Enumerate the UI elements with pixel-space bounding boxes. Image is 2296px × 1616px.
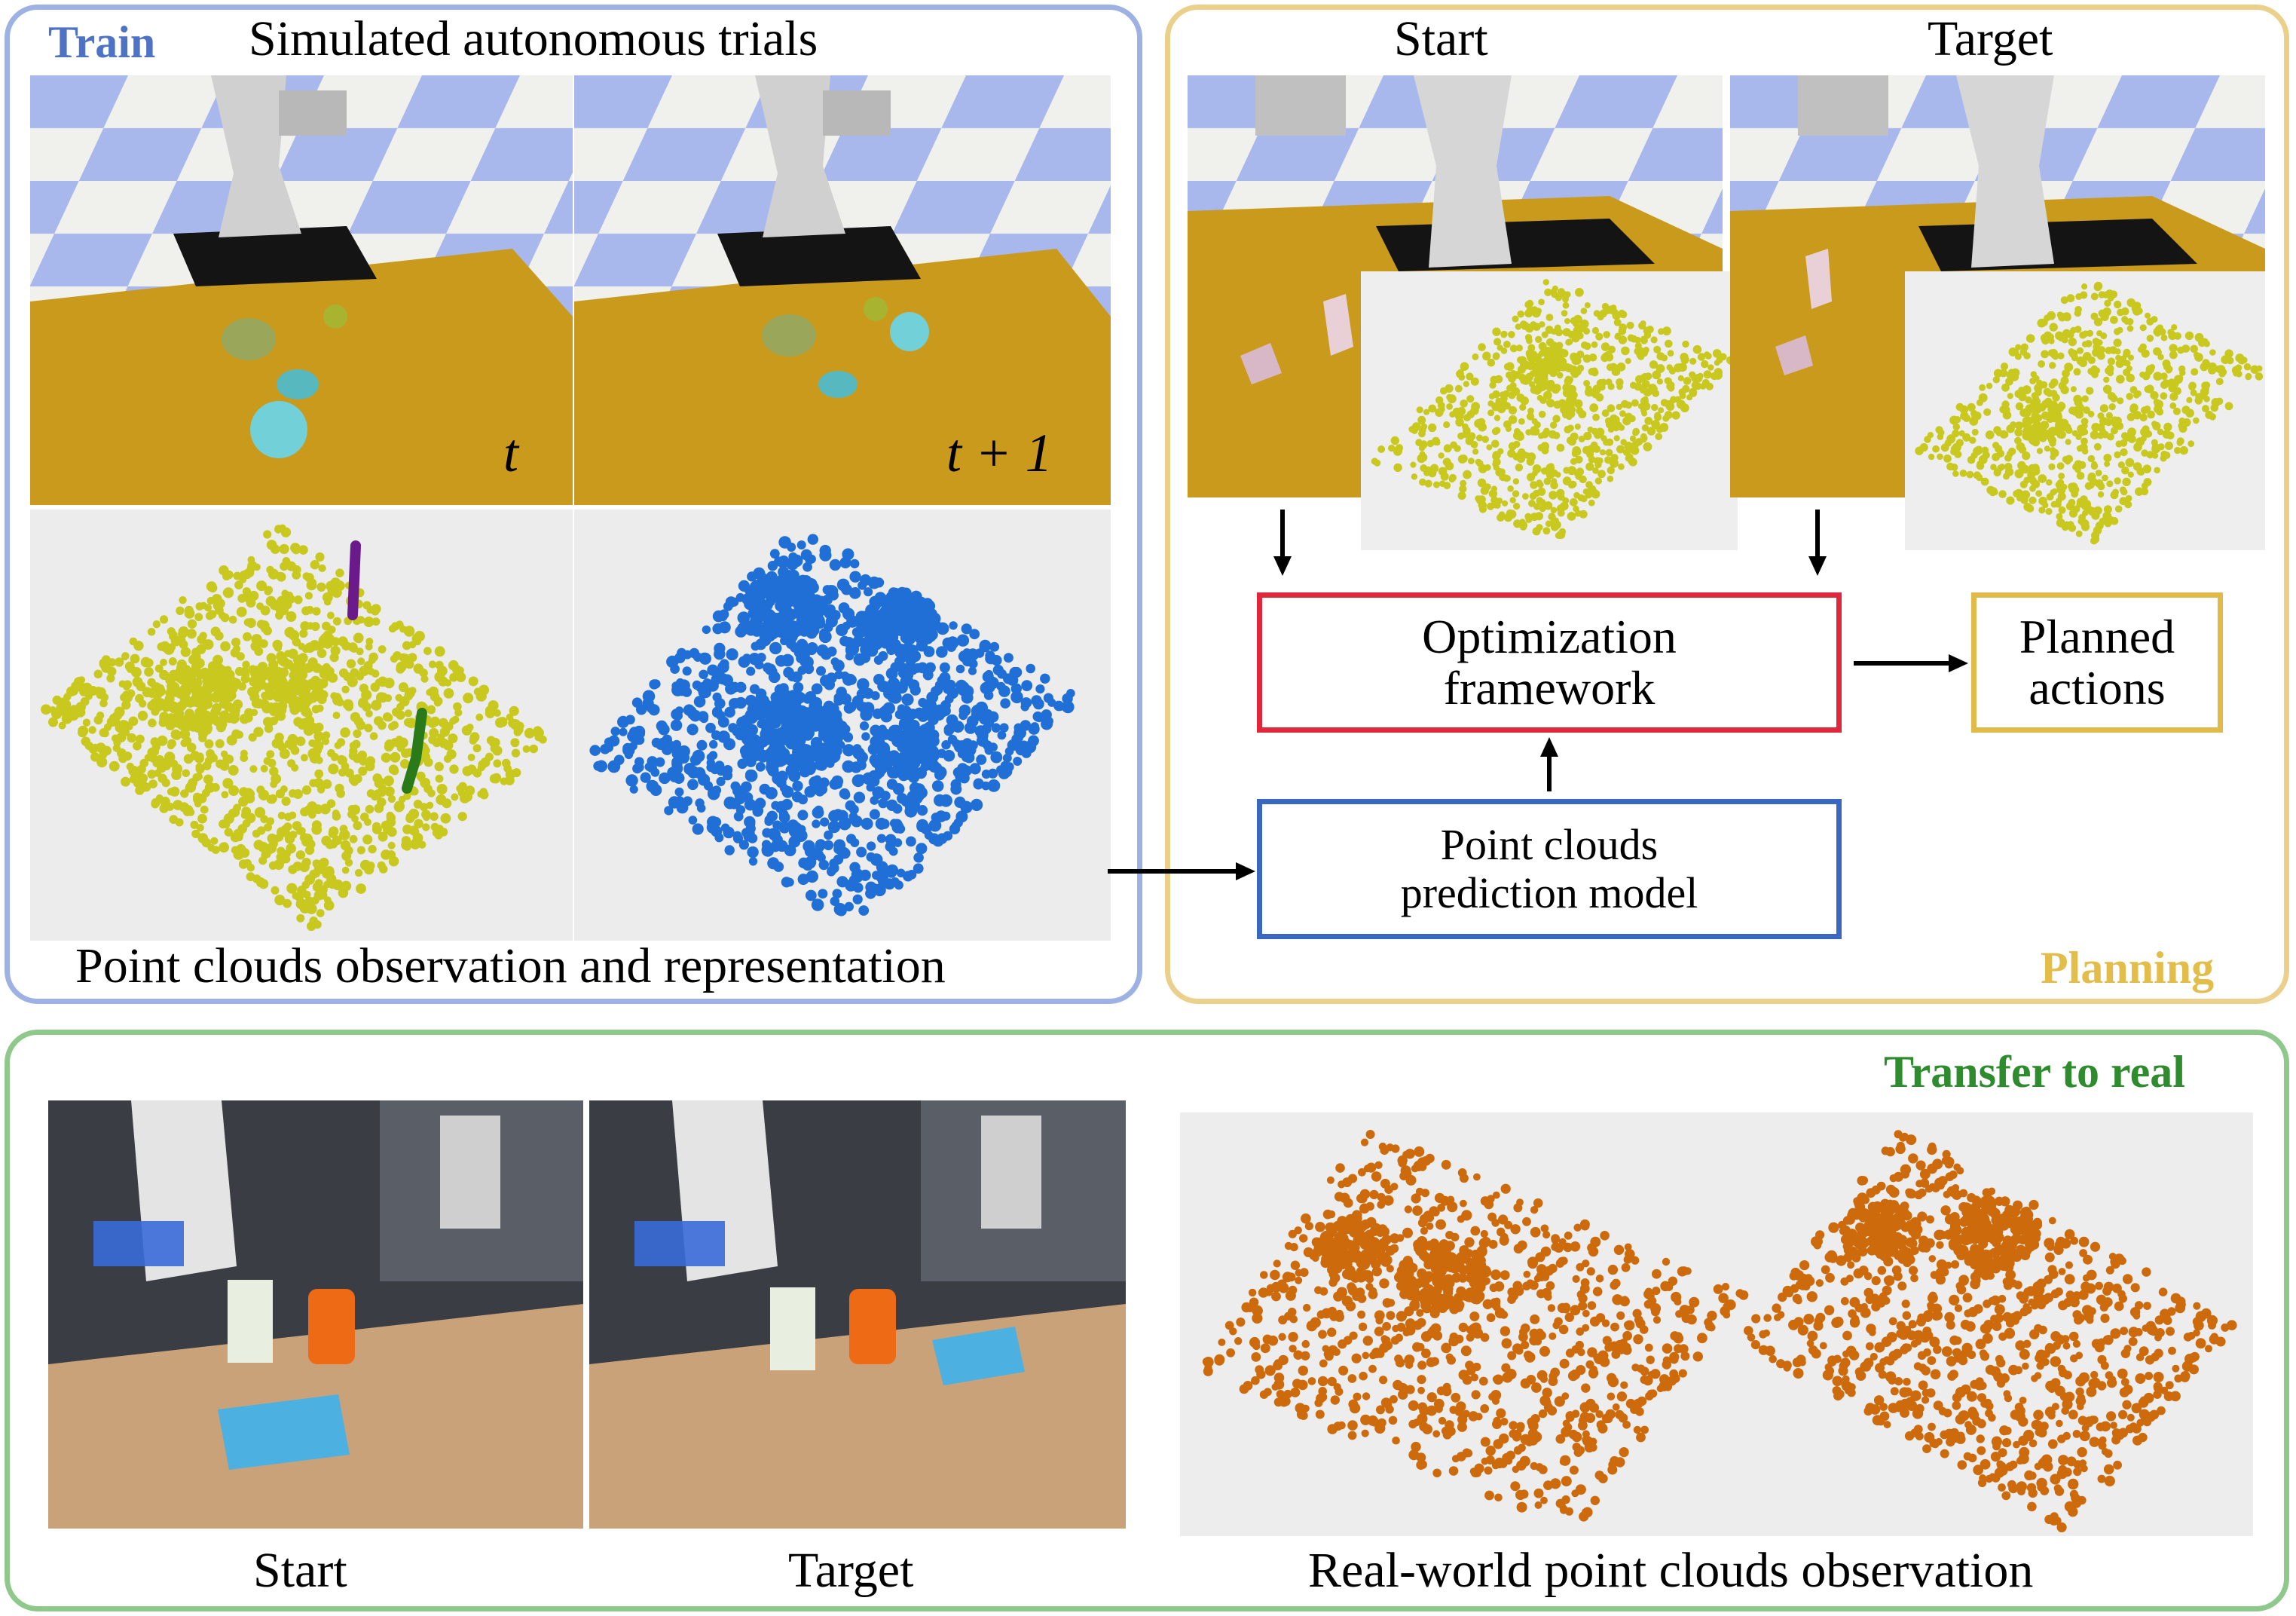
real-target-label: Target xyxy=(788,1543,914,1598)
start-down-arrow xyxy=(1273,510,1292,576)
planning-start-cloud xyxy=(1361,271,1738,550)
train-tag: Train xyxy=(48,17,156,67)
actions-line-1: Planned xyxy=(2019,610,2175,663)
real-caption: Real-world point clouds observation xyxy=(1308,1543,2034,1598)
sim-scene-t xyxy=(30,75,573,505)
real-start-label: Start xyxy=(253,1543,347,1598)
blue-point-cloud xyxy=(574,510,1111,941)
step-t-label: t xyxy=(503,423,519,483)
train-caption: Point clouds observation and representat… xyxy=(75,938,946,993)
prediction-line-1: Point clouds xyxy=(1440,820,1659,869)
optimization-line-2: framework xyxy=(1443,661,1656,715)
step-t1-label: t + 1 xyxy=(946,423,1053,483)
actions-line-2: actions xyxy=(2028,661,2166,715)
optimization-framework-box: Optimization framework xyxy=(1257,592,1842,733)
yellow-point-cloud xyxy=(30,510,573,941)
real-point-clouds xyxy=(1180,1113,2253,1536)
transfer-panel xyxy=(5,1030,2289,1611)
planning-panel xyxy=(1165,5,2289,1004)
train-heading: Simulated autonomous trials xyxy=(249,11,818,66)
to-actions-arrow xyxy=(1854,654,1968,672)
planning-tag: Planning xyxy=(2041,943,2215,993)
target-down-arrow xyxy=(1808,510,1827,576)
optimization-line-1: Optimization xyxy=(1422,610,1677,663)
prediction-line-2: prediction model xyxy=(1400,868,1698,917)
train-panel xyxy=(5,5,1142,1004)
model-up-arrow xyxy=(1540,737,1558,791)
transfer-tag: Transfer to real xyxy=(1884,1047,2185,1097)
sim-scene-t1 xyxy=(574,75,1111,505)
train-to-model-arrow xyxy=(1108,862,1255,880)
planning-start-label: Start xyxy=(1394,11,1488,66)
planning-target-cloud xyxy=(1905,271,2265,550)
prediction-model-box: Point clouds prediction model xyxy=(1257,799,1842,939)
planned-actions-box: Planned actions xyxy=(1971,592,2223,733)
real-start-photo xyxy=(48,1100,583,1529)
real-target-photo xyxy=(589,1100,1126,1529)
planning-target-label: Target xyxy=(1928,11,2053,66)
